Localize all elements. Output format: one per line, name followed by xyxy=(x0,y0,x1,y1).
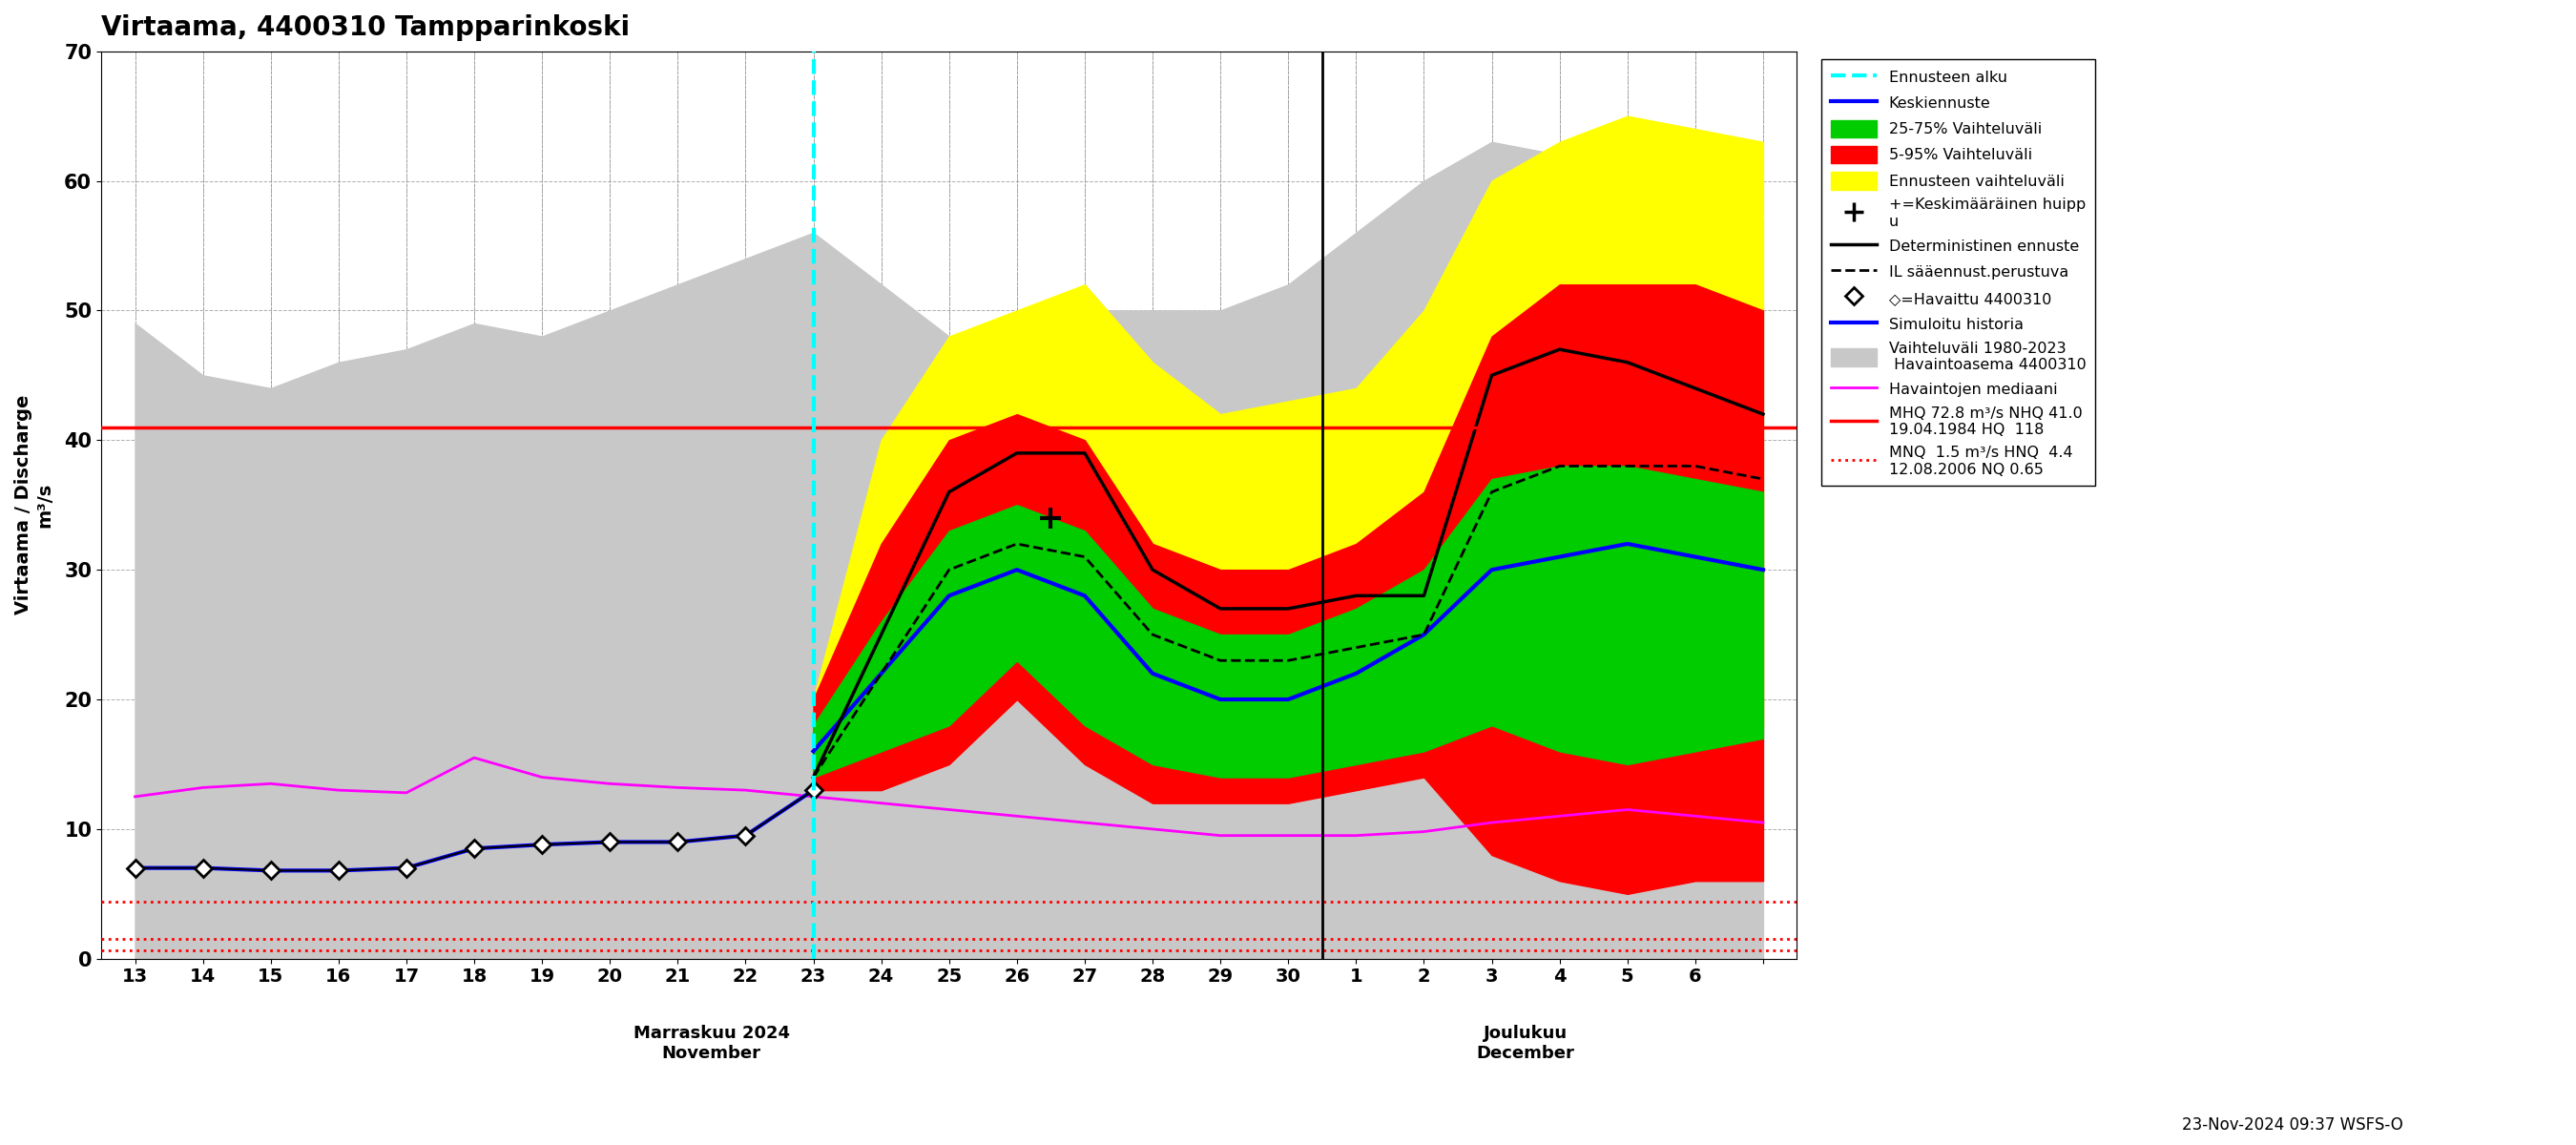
Legend: Ennusteen alku, Keskiennuste, 25-75% Vaihteluväli, 5-95% Vaihteluväli, Ennusteen: Ennusteen alku, Keskiennuste, 25-75% Vai… xyxy=(1821,58,2094,485)
Text: Marraskuu 2024
November: Marraskuu 2024 November xyxy=(634,1025,791,1063)
Y-axis label: Virtaama / Discharge
m³/s: Virtaama / Discharge m³/s xyxy=(15,395,54,615)
Text: Joulukuu
December: Joulukuu December xyxy=(1476,1025,1574,1063)
Text: 23-Nov-2024 09:37 WSFS-O: 23-Nov-2024 09:37 WSFS-O xyxy=(2182,1116,2403,1134)
Text: Virtaama, 4400310 Tampparinkoski: Virtaama, 4400310 Tampparinkoski xyxy=(100,14,629,41)
